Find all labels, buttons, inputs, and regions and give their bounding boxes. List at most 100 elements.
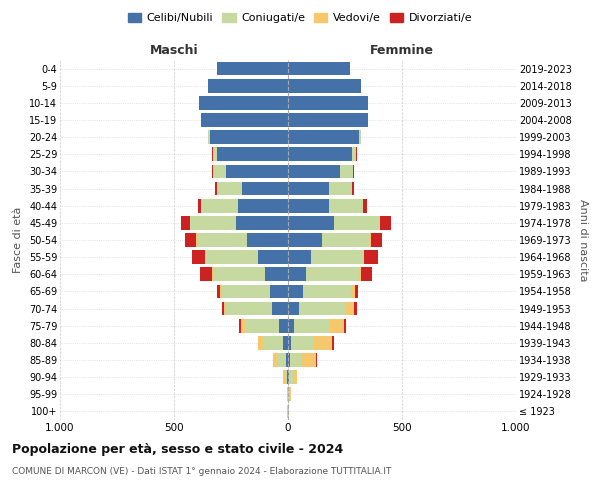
Bar xyxy=(364,250,378,264)
Bar xyxy=(213,268,265,281)
Bar xyxy=(288,284,303,298)
Bar xyxy=(363,250,364,264)
Bar xyxy=(345,302,354,316)
Bar xyxy=(292,336,314,349)
Bar xyxy=(217,62,288,76)
Bar xyxy=(288,216,334,230)
Bar xyxy=(352,148,356,161)
Bar xyxy=(299,302,345,316)
Bar xyxy=(303,284,350,298)
Bar xyxy=(288,148,352,161)
Bar xyxy=(213,148,217,161)
Bar xyxy=(288,268,306,281)
Bar xyxy=(371,233,382,247)
Bar xyxy=(236,216,288,230)
Bar xyxy=(288,62,350,76)
Bar xyxy=(197,233,247,247)
Bar xyxy=(329,182,352,196)
Bar xyxy=(202,199,238,212)
Bar xyxy=(208,79,288,92)
Bar xyxy=(222,284,270,298)
Bar xyxy=(217,148,288,161)
Bar xyxy=(190,216,236,230)
Bar xyxy=(359,130,361,144)
Bar xyxy=(239,319,241,332)
Bar xyxy=(294,319,330,332)
Bar xyxy=(265,268,288,281)
Y-axis label: Fasce di età: Fasce di età xyxy=(13,207,23,273)
Bar xyxy=(330,319,344,332)
Bar xyxy=(332,336,334,349)
Bar xyxy=(289,370,293,384)
Bar xyxy=(352,182,353,196)
Bar xyxy=(222,302,224,316)
Bar xyxy=(355,284,358,298)
Bar xyxy=(242,182,288,196)
Bar xyxy=(286,353,288,367)
Bar xyxy=(224,302,226,316)
Bar xyxy=(284,370,287,384)
Bar xyxy=(217,284,220,298)
Text: COMUNE DI MARCON (VE) - Dati ISTAT 1° gennaio 2024 - Elaborazione TUTTITALIA.IT: COMUNE DI MARCON (VE) - Dati ISTAT 1° ge… xyxy=(12,468,391,476)
Bar xyxy=(290,353,302,367)
Bar xyxy=(288,130,359,144)
Text: Maschi: Maschi xyxy=(149,44,199,57)
Bar xyxy=(272,302,288,316)
Bar xyxy=(361,268,373,281)
Bar xyxy=(283,336,288,349)
Bar xyxy=(263,336,283,349)
Bar xyxy=(185,233,196,247)
Bar xyxy=(241,319,245,332)
Bar xyxy=(350,284,355,298)
Bar xyxy=(288,336,292,349)
Bar xyxy=(288,113,368,127)
Bar xyxy=(213,164,226,178)
Bar xyxy=(191,250,205,264)
Bar xyxy=(288,250,311,264)
Bar xyxy=(370,233,371,247)
Bar xyxy=(277,353,286,367)
Bar xyxy=(287,370,288,384)
Bar xyxy=(202,113,288,127)
Bar xyxy=(364,199,367,212)
Bar xyxy=(293,370,297,384)
Bar xyxy=(283,370,284,384)
Bar xyxy=(288,199,329,212)
Bar xyxy=(353,164,354,178)
Bar xyxy=(259,250,288,264)
Bar xyxy=(200,268,212,281)
Bar xyxy=(288,302,299,316)
Bar xyxy=(288,353,290,367)
Bar xyxy=(311,250,363,264)
Text: Femmine: Femmine xyxy=(370,44,434,57)
Bar xyxy=(212,268,213,281)
Bar xyxy=(329,199,363,212)
Bar xyxy=(238,199,288,212)
Bar xyxy=(226,302,272,316)
Bar xyxy=(220,284,222,298)
Bar xyxy=(211,130,288,144)
Bar xyxy=(270,284,288,298)
Bar xyxy=(205,250,206,264)
Bar xyxy=(314,336,332,349)
Bar xyxy=(334,216,379,230)
Bar xyxy=(380,216,391,230)
Y-axis label: Anni di nascita: Anni di nascita xyxy=(578,198,589,281)
Bar xyxy=(302,353,316,367)
Bar xyxy=(217,182,242,196)
Bar xyxy=(288,164,340,178)
Bar xyxy=(206,250,259,264)
Bar xyxy=(288,233,322,247)
Bar xyxy=(288,182,329,196)
Bar xyxy=(247,233,288,247)
Bar xyxy=(354,302,357,316)
Bar xyxy=(198,199,202,212)
Bar xyxy=(359,268,361,281)
Bar xyxy=(215,182,217,196)
Bar xyxy=(212,164,213,178)
Bar xyxy=(322,233,370,247)
Bar xyxy=(245,319,279,332)
Bar xyxy=(288,370,289,384)
Bar xyxy=(279,319,288,332)
Bar xyxy=(257,336,259,349)
